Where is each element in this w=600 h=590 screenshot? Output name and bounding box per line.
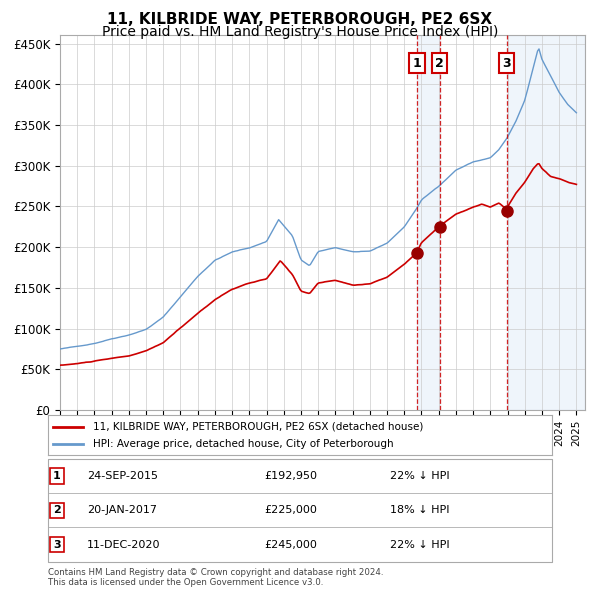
Text: 1: 1 <box>412 57 421 70</box>
Text: 22% ↓ HPI: 22% ↓ HPI <box>390 471 449 481</box>
Text: 3: 3 <box>53 540 61 549</box>
Text: 18% ↓ HPI: 18% ↓ HPI <box>390 506 449 515</box>
Text: 3: 3 <box>502 57 511 70</box>
Text: 2: 2 <box>53 506 61 515</box>
Text: £225,000: £225,000 <box>264 506 317 515</box>
Text: 1: 1 <box>53 471 61 481</box>
Text: £192,950: £192,950 <box>264 471 317 481</box>
Text: Price paid vs. HM Land Registry's House Price Index (HPI): Price paid vs. HM Land Registry's House … <box>102 25 498 39</box>
Bar <box>506 35 585 410</box>
Text: £245,000: £245,000 <box>264 540 317 549</box>
Text: HPI: Average price, detached house, City of Peterborough: HPI: Average price, detached house, City… <box>94 439 394 449</box>
Text: Contains HM Land Registry data © Crown copyright and database right 2024.
This d: Contains HM Land Registry data © Crown c… <box>48 568 383 587</box>
Bar <box>417 35 440 410</box>
Text: 20-JAN-2017: 20-JAN-2017 <box>87 506 157 515</box>
Text: 11, KILBRIDE WAY, PETERBOROUGH, PE2 6SX: 11, KILBRIDE WAY, PETERBOROUGH, PE2 6SX <box>107 12 493 27</box>
Text: 11, KILBRIDE WAY, PETERBOROUGH, PE2 6SX (detached house): 11, KILBRIDE WAY, PETERBOROUGH, PE2 6SX … <box>94 422 424 432</box>
Text: 24-SEP-2015: 24-SEP-2015 <box>87 471 158 481</box>
Text: 11-DEC-2020: 11-DEC-2020 <box>87 540 161 549</box>
Text: 2: 2 <box>435 57 444 70</box>
Text: 22% ↓ HPI: 22% ↓ HPI <box>390 540 449 549</box>
